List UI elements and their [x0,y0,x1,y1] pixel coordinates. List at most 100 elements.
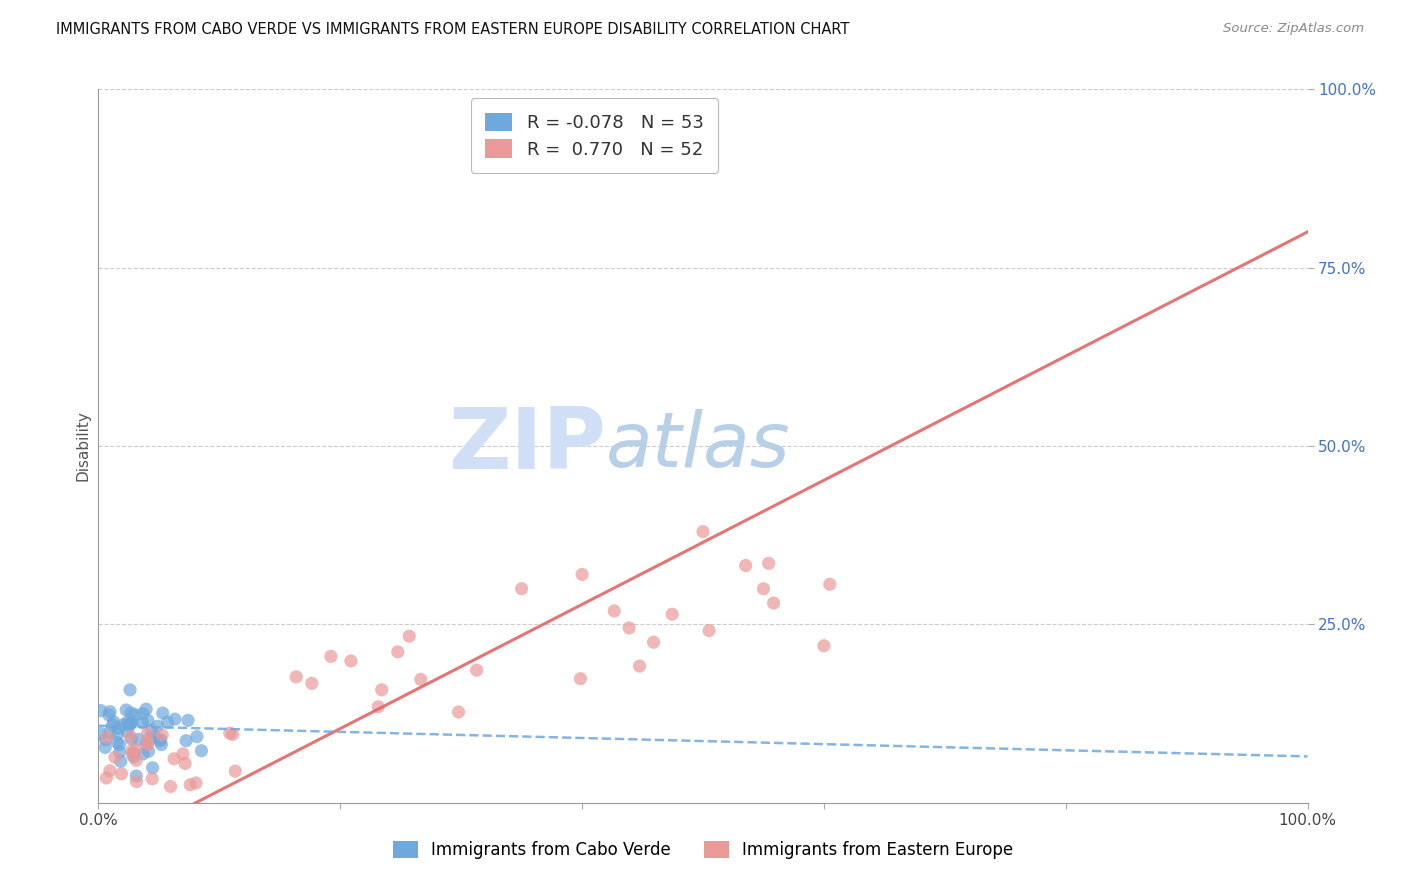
Point [409,673,432,687]
Point [125,753,148,767]
Point [163,712,186,726]
Point [98,764,121,778]
Point [138,731,160,746]
Point [218,726,240,740]
Point [122,746,145,760]
Point [112,717,135,731]
Point [120,706,142,720]
Text: Source: ZipAtlas.com: Source: ZipAtlas.com [1223,22,1364,36]
Point [131,715,153,730]
Point [127,732,149,747]
Point [120,716,142,731]
Point [184,776,207,790]
Point [122,749,145,764]
Point [115,724,138,739]
Point [105,727,128,741]
Point [224,764,246,779]
Point [340,654,363,668]
Point [174,756,197,771]
Point [301,676,323,690]
Point [172,747,194,761]
Point [94,740,117,755]
Point [367,699,389,714]
Point [813,639,835,653]
Point [124,707,146,722]
Point [159,780,181,794]
Point [617,621,640,635]
Point [96,771,118,785]
Point [117,715,139,730]
Point [132,706,155,721]
Point [107,721,129,735]
Point [387,645,409,659]
Point [818,577,841,591]
Point [136,735,159,749]
Point [510,582,533,596]
Point [108,745,131,759]
Point [101,718,124,732]
Point [643,635,665,649]
Point [104,750,127,764]
Point [97,707,120,722]
Point [186,730,208,744]
Point [370,682,392,697]
Point [138,744,160,758]
Point [118,682,141,697]
Point [174,733,197,747]
Point [152,706,174,720]
Point [758,557,780,571]
Point [221,727,243,741]
Point [120,730,142,744]
Point [150,728,173,742]
Point [121,747,143,762]
Point [105,736,128,750]
Point [465,663,488,677]
Point [136,726,159,740]
Point [125,769,148,783]
Point [121,715,143,730]
Point [96,731,118,745]
Point [752,582,775,596]
Point [319,649,342,664]
Point [135,737,157,751]
Point [98,705,121,719]
Point [571,567,593,582]
Point [110,766,132,780]
Point [190,744,212,758]
Text: ZIP: ZIP [449,404,606,488]
Point [163,752,186,766]
Point [90,704,112,718]
Point [177,714,200,728]
Point [121,744,143,758]
Point [762,596,785,610]
Point [135,702,157,716]
Point [115,703,138,717]
Point [136,737,159,751]
Point [132,747,155,761]
Point [141,772,163,786]
Point [98,725,121,739]
Legend: Immigrants from Cabo Verde, Immigrants from Eastern Europe: Immigrants from Cabo Verde, Immigrants f… [385,834,1021,866]
Point [103,714,125,729]
Point [569,672,592,686]
Point [697,624,720,638]
Point [149,732,172,747]
Point [398,629,420,643]
Point [285,670,308,684]
Point [156,715,179,730]
Point [179,778,201,792]
Point [142,761,165,775]
Point [661,607,683,622]
Point [692,524,714,539]
Point [94,732,117,747]
Point [120,731,142,746]
Point [145,730,167,744]
Y-axis label: Disability: Disability [75,410,90,482]
Point [125,742,148,756]
Text: IMMIGRANTS FROM CABO VERDE VS IMMIGRANTS FROM EASTERN EUROPE DISABILITY CORRELAT: IMMIGRANTS FROM CABO VERDE VS IMMIGRANTS… [56,22,849,37]
Point [125,774,148,789]
Text: atlas: atlas [606,409,790,483]
Point [90,726,112,740]
Point [150,738,173,752]
Point [110,755,132,769]
